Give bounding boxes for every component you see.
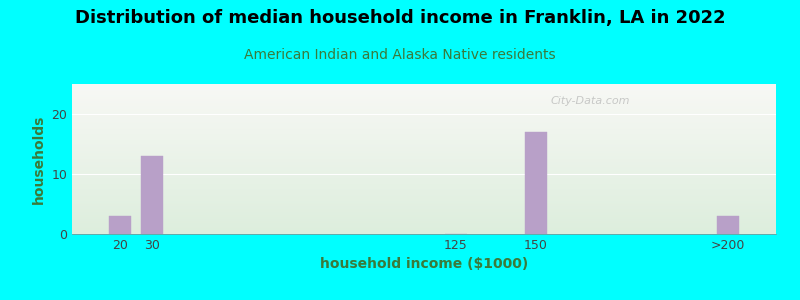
Text: City-Data.com: City-Data.com	[550, 96, 630, 106]
Y-axis label: households: households	[32, 114, 46, 204]
Bar	[525, 132, 547, 234]
Text: American Indian and Alaska Native residents: American Indian and Alaska Native reside…	[244, 48, 556, 62]
Bar	[717, 216, 739, 234]
Bar	[109, 216, 131, 234]
Text: Distribution of median household income in Franklin, LA in 2022: Distribution of median household income …	[74, 9, 726, 27]
X-axis label: household income ($1000): household income ($1000)	[320, 257, 528, 272]
Bar	[141, 156, 163, 234]
